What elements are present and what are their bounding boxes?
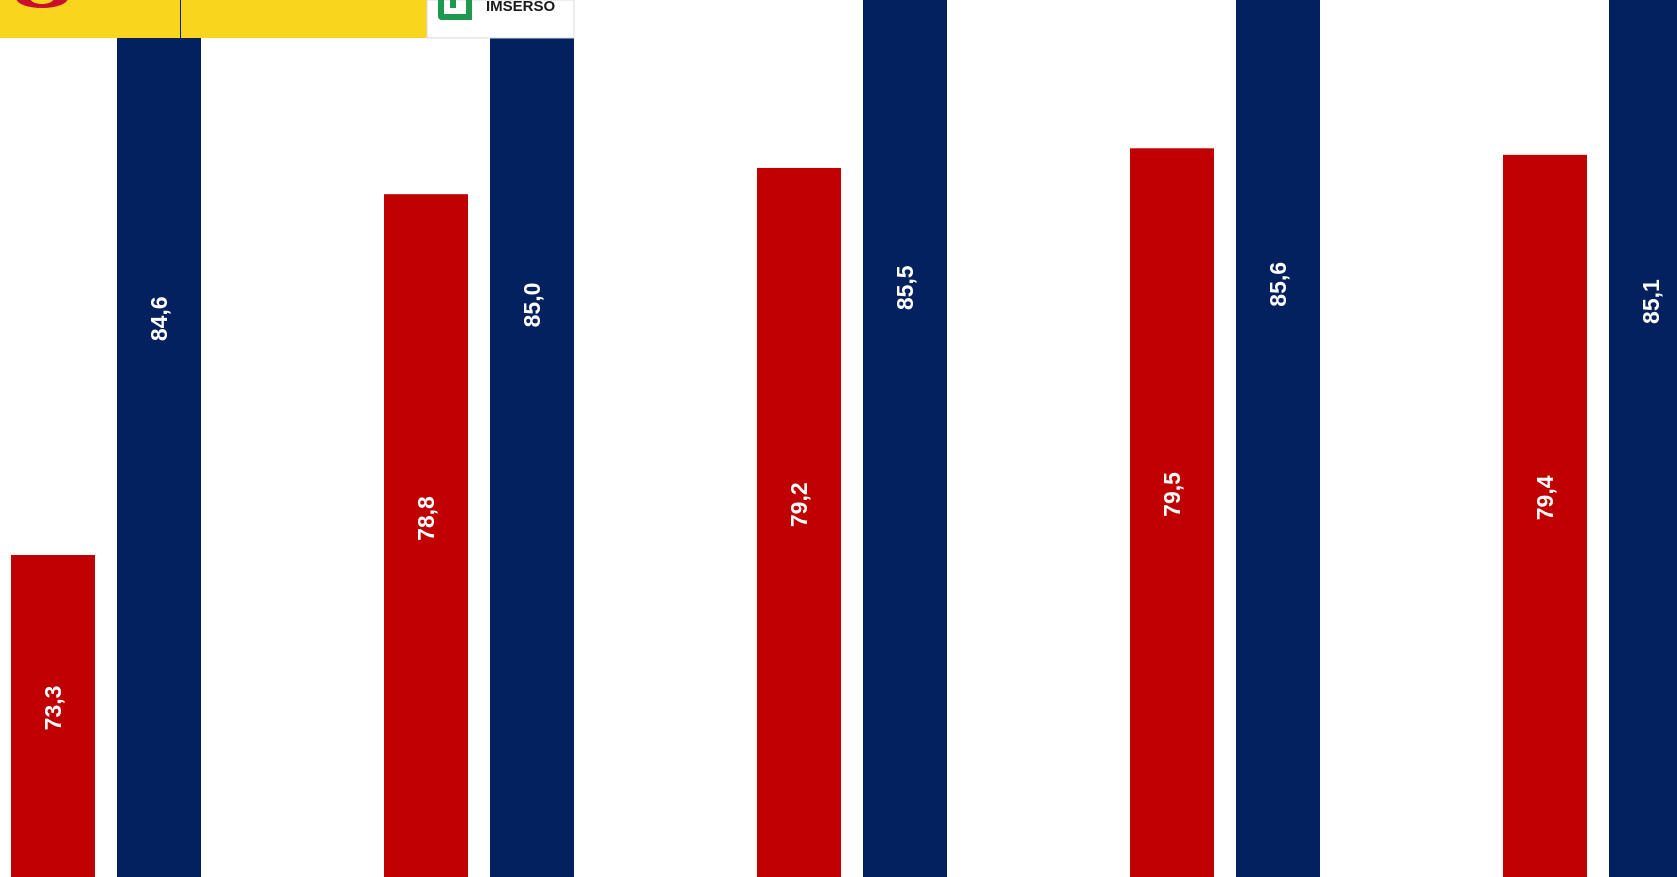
bar-value-label: 85,6 [1265, 262, 1291, 307]
bar-series2-group3 [863, 0, 947, 877]
bar-value-label: 79,2 [786, 482, 812, 527]
bar-series2-group2 [490, 0, 574, 877]
bar-series1-group1 [11, 555, 95, 877]
bar-value-label: 84,6 [146, 296, 172, 341]
bars-layer: 73,3 78,8 79,2 79,5 79,4 84,6 85,0 85,5 85,6 85,1 [11, 0, 1677, 877]
bar-value-label: 85,1 [1638, 279, 1664, 324]
imserso-logo-icon [438, 0, 472, 20]
bar-series1-group4 [1130, 148, 1214, 877]
bar-value-label: 85,5 [892, 265, 918, 310]
bar-series1-group5 [1503, 154, 1587, 877]
spain-crest-icon [16, 0, 68, 8]
bar-value-label: 79,4 [1532, 475, 1558, 520]
bar-series2-group5 [1609, 0, 1677, 877]
bar-series1-group2 [384, 194, 468, 877]
bar-series2-group1 [117, 0, 201, 877]
imserso-logo-text: IMSERSO [486, 0, 556, 15]
bar-value-label: 85,0 [519, 283, 545, 328]
yellow-banner-right [181, 0, 427, 38]
bar-value-label: 79,5 [1159, 472, 1185, 517]
bar-value-label: 73,3 [40, 686, 66, 731]
bar-value-label: 78,8 [413, 496, 439, 541]
bar-series1-group3 [757, 167, 841, 877]
header-banner: IMSERSO [0, 0, 575, 39]
bar-series2-group4 [1236, 0, 1320, 877]
